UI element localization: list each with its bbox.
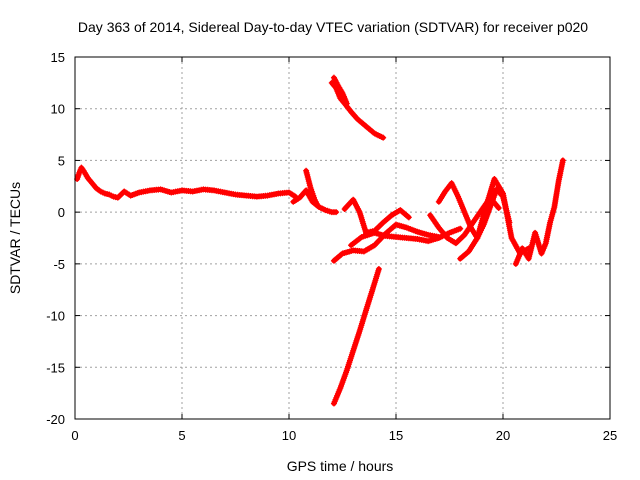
data-point <box>457 225 464 232</box>
y-tick-label: 15 <box>51 50 65 65</box>
data-point <box>343 100 350 107</box>
x-tick-label: 0 <box>71 428 78 443</box>
x-tick-label: 15 <box>389 428 403 443</box>
data-point <box>333 209 340 216</box>
data-point <box>405 214 412 221</box>
series-arc-10h-spike <box>303 167 320 207</box>
x-axis-label: GPS time / hours <box>287 458 394 474</box>
y-tick-label: 5 <box>58 153 65 168</box>
x-tick-label: 25 <box>603 428 617 443</box>
grid <box>75 57 610 419</box>
series-arc-descending <box>330 266 382 407</box>
series-arc-late <box>512 157 566 267</box>
data-point <box>559 157 566 164</box>
series-arc-mid-1 <box>341 196 412 236</box>
series-early-arc <box>74 164 299 201</box>
y-tick-label: -20 <box>46 412 65 427</box>
chart-title: Day 363 of 2014, Sidereal Day-to-day VTE… <box>78 19 588 35</box>
y-tick-label: -5 <box>53 257 65 272</box>
data-point <box>495 205 502 212</box>
ticks: 0 5 10 15 20 25 15 10 5 0 -5 -10 -15 -20 <box>46 50 617 443</box>
x-tick-label: 10 <box>282 428 296 443</box>
y-axis-label: SDTVAR / TECUs <box>7 182 23 294</box>
data-point <box>375 266 382 273</box>
x-tick-label: 20 <box>496 428 510 443</box>
series-arc-high-b <box>330 74 350 107</box>
x-tick-label: 5 <box>178 428 185 443</box>
data-point <box>380 134 387 141</box>
y-tick-label: -15 <box>46 360 65 375</box>
plot-frame <box>74 56 611 420</box>
series-layer <box>74 74 566 407</box>
data-point <box>313 200 320 207</box>
y-tick-label: 0 <box>58 205 65 220</box>
y-tick-label: 10 <box>51 102 65 117</box>
y-tick-label: -10 <box>46 309 65 324</box>
